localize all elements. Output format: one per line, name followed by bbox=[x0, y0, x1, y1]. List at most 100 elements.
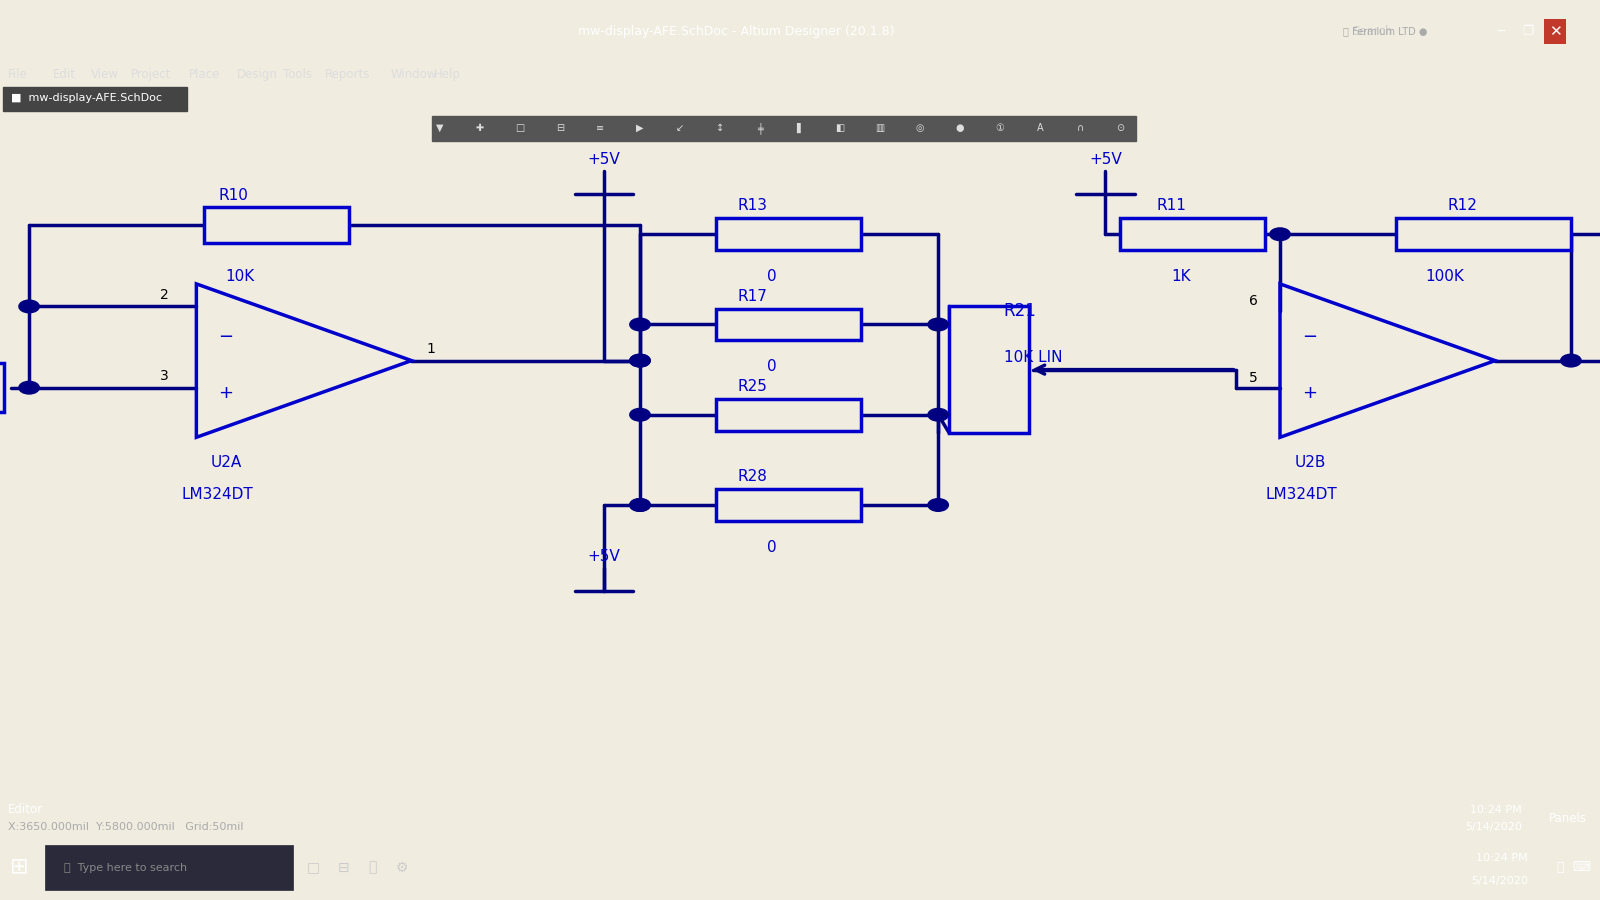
Circle shape bbox=[928, 319, 949, 331]
Text: 5/14/2020: 5/14/2020 bbox=[1464, 822, 1522, 832]
Bar bbox=[3, 87, 187, 111]
Text: ∩: ∩ bbox=[1077, 123, 1083, 133]
Text: Project: Project bbox=[131, 68, 171, 81]
Text: Window: Window bbox=[390, 68, 437, 81]
Circle shape bbox=[19, 382, 40, 394]
Text: +5V: +5V bbox=[587, 151, 621, 166]
Text: R25: R25 bbox=[738, 379, 768, 394]
Text: 🔒 Fermium LTD ●: 🔒 Fermium LTD ● bbox=[1342, 26, 1427, 37]
Text: +: + bbox=[218, 383, 234, 401]
Text: ⊙: ⊙ bbox=[1115, 123, 1125, 133]
Text: ▌: ▌ bbox=[797, 123, 803, 133]
Text: ╪: ╪ bbox=[757, 122, 763, 134]
Text: File: File bbox=[8, 68, 27, 81]
Text: −: − bbox=[1302, 328, 1317, 346]
Text: □: □ bbox=[307, 860, 320, 875]
Text: 0: 0 bbox=[766, 359, 776, 374]
Bar bbox=[715, 490, 861, 521]
Text: ◎: ◎ bbox=[915, 123, 925, 133]
Text: ▥: ▥ bbox=[875, 123, 885, 133]
Text: 100K: 100K bbox=[1426, 269, 1464, 284]
Text: Help: Help bbox=[434, 68, 461, 81]
Bar bbox=[715, 399, 861, 430]
Text: ≡: ≡ bbox=[595, 123, 605, 133]
Text: +: + bbox=[1302, 383, 1317, 401]
Text: ↙: ↙ bbox=[675, 123, 685, 133]
Text: ✚: ✚ bbox=[475, 123, 485, 133]
Text: 6: 6 bbox=[1250, 294, 1258, 308]
Text: 10K LIN: 10K LIN bbox=[1003, 350, 1062, 365]
Text: ─: ─ bbox=[1498, 25, 1504, 38]
Text: 5: 5 bbox=[1250, 372, 1258, 385]
Circle shape bbox=[630, 319, 650, 331]
Text: ◧: ◧ bbox=[835, 123, 845, 133]
Circle shape bbox=[630, 355, 650, 367]
Text: 0: 0 bbox=[766, 269, 776, 284]
Text: +5V: +5V bbox=[1090, 151, 1122, 166]
Text: U2B: U2B bbox=[1294, 455, 1326, 471]
Circle shape bbox=[19, 300, 40, 313]
Text: X:3650.000mil  Y:5800.000mil   Grid:50mil: X:3650.000mil Y:5800.000mil Grid:50mil bbox=[8, 822, 243, 832]
Text: ▼: ▼ bbox=[437, 123, 443, 133]
Bar bbox=[715, 309, 861, 340]
Bar bbox=[715, 219, 861, 250]
Text: View: View bbox=[91, 68, 118, 81]
Text: +5V: +5V bbox=[587, 549, 621, 563]
Text: 10:24 PM: 10:24 PM bbox=[1470, 805, 1522, 814]
Text: 10:24 PM: 10:24 PM bbox=[1477, 853, 1528, 863]
Text: Place: Place bbox=[189, 68, 221, 81]
Text: ●: ● bbox=[955, 123, 965, 133]
Circle shape bbox=[928, 499, 949, 511]
Text: R13: R13 bbox=[738, 199, 768, 213]
Circle shape bbox=[1270, 228, 1290, 240]
Text: R10: R10 bbox=[218, 188, 248, 202]
Text: ⊟: ⊟ bbox=[338, 860, 350, 875]
Text: Editor: Editor bbox=[8, 803, 43, 816]
Text: 1: 1 bbox=[426, 342, 435, 356]
Text: ⌨: ⌨ bbox=[1571, 861, 1590, 874]
Circle shape bbox=[630, 499, 650, 511]
Text: R11: R11 bbox=[1157, 199, 1186, 213]
Bar bbox=[0, 363, 3, 412]
Text: 0: 0 bbox=[766, 540, 776, 554]
Text: ↕: ↕ bbox=[715, 123, 725, 133]
Text: LM324DT: LM324DT bbox=[1266, 487, 1338, 502]
Text: U2A: U2A bbox=[211, 455, 242, 471]
Text: 5/14/2020: 5/14/2020 bbox=[1470, 876, 1528, 886]
Text: ▶: ▶ bbox=[637, 123, 643, 133]
Circle shape bbox=[928, 409, 949, 421]
Text: A: A bbox=[1037, 123, 1043, 133]
Circle shape bbox=[630, 355, 650, 367]
Text: Edit: Edit bbox=[53, 68, 75, 81]
Text: R28: R28 bbox=[738, 469, 768, 484]
Text: 🔊: 🔊 bbox=[1557, 861, 1563, 874]
Text: ①: ① bbox=[995, 123, 1005, 133]
Text: mw-display-AFE.SchDoc - Altium Designer (20.1.8): mw-display-AFE.SchDoc - Altium Designer … bbox=[578, 25, 894, 38]
Text: 🌀: 🌀 bbox=[368, 860, 378, 875]
Bar bbox=[1397, 219, 1571, 250]
Text: −: − bbox=[218, 328, 234, 346]
Bar bbox=[45, 845, 293, 890]
Circle shape bbox=[1560, 355, 1581, 367]
Text: ⊞: ⊞ bbox=[10, 858, 29, 878]
Bar bbox=[949, 306, 1029, 433]
Bar bbox=[432, 115, 1136, 140]
Text: 2: 2 bbox=[160, 288, 168, 302]
Bar bbox=[1120, 219, 1266, 250]
Bar bbox=[203, 207, 349, 243]
Text: Search: Search bbox=[1352, 25, 1392, 38]
Text: Reports: Reports bbox=[325, 68, 370, 81]
Text: R12: R12 bbox=[1448, 199, 1477, 213]
Text: ■  mw-display-AFE.SchDoc: ■ mw-display-AFE.SchDoc bbox=[11, 94, 162, 104]
Text: ⚙: ⚙ bbox=[395, 860, 408, 875]
Text: ✕: ✕ bbox=[1549, 24, 1562, 39]
Circle shape bbox=[630, 499, 650, 511]
Text: 10K: 10K bbox=[226, 269, 254, 284]
Text: 3: 3 bbox=[160, 369, 168, 383]
Text: LM324DT: LM324DT bbox=[182, 487, 253, 502]
Text: Panels: Panels bbox=[1549, 812, 1587, 824]
Text: ❐: ❐ bbox=[1522, 25, 1534, 38]
Text: R17: R17 bbox=[738, 289, 768, 303]
Text: 1K: 1K bbox=[1171, 269, 1190, 284]
Text: ⊟: ⊟ bbox=[555, 123, 565, 133]
